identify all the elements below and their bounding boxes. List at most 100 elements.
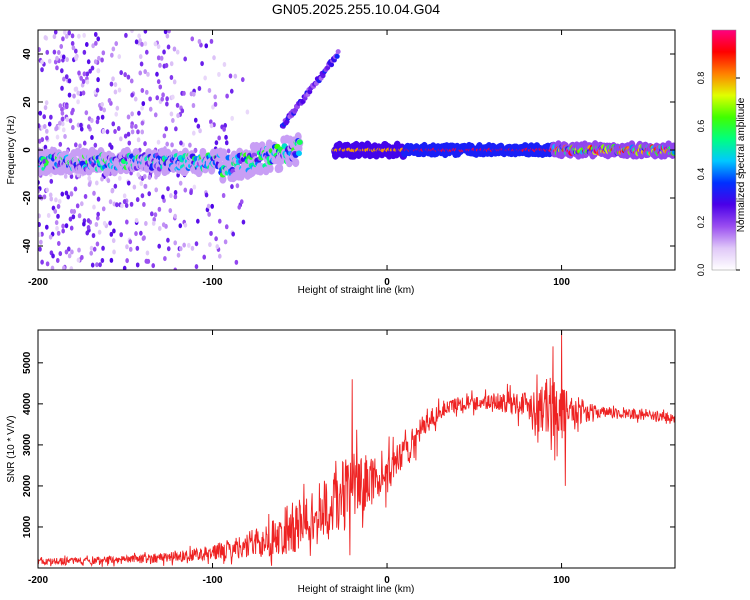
noise-blob [166, 44, 171, 50]
noise-blob [72, 208, 77, 214]
noise-blob [209, 38, 214, 44]
noise-blob [100, 101, 104, 107]
noise-blob [58, 103, 63, 109]
noise-blob [204, 43, 209, 49]
noise-blob [141, 101, 146, 107]
snr-ylabel: SNR (10 * V/V) [6, 415, 17, 482]
noise-blob [172, 79, 177, 85]
noise-blob [214, 236, 218, 242]
noise-blob [68, 118, 73, 124]
noise-blob [86, 224, 91, 230]
noise-blob [49, 178, 54, 184]
noise-blob [130, 129, 135, 135]
noise-blob [63, 173, 68, 179]
noise-blob [65, 57, 69, 63]
noise-blob [134, 217, 139, 223]
noise-blob [67, 30, 72, 36]
noise-blob [125, 244, 129, 250]
noise-blob [108, 199, 113, 205]
noise-blob [82, 221, 86, 227]
noise-blob [86, 218, 91, 224]
noise-blob [157, 243, 161, 249]
noise-blob [194, 241, 199, 247]
noise-blob [143, 183, 148, 189]
noise-blob [226, 148, 231, 154]
noise-blob [186, 242, 191, 248]
noise-blob [69, 208, 74, 214]
noise-blob [142, 202, 146, 208]
noise-blob [165, 141, 169, 147]
noise-blob [70, 33, 75, 39]
noise-blob [50, 265, 55, 270]
noise-blob [57, 120, 62, 126]
noise-blob [183, 222, 188, 228]
noise-blob [53, 30, 58, 35]
noise-blob [144, 220, 148, 226]
noise-blob [150, 211, 154, 217]
noise-blob [188, 142, 192, 148]
noise-blob [116, 126, 121, 132]
noise-blob [45, 49, 50, 55]
noise-blob [173, 190, 178, 196]
noise-blob [70, 41, 75, 47]
noise-blob [90, 134, 94, 140]
noise-blob [137, 33, 141, 39]
noise-blob [163, 30, 168, 35]
noise-blob [86, 124, 91, 130]
noise-blob [108, 142, 112, 148]
noise-blob [203, 75, 207, 81]
noise-blob [200, 61, 204, 67]
colorbar-ticks: 0.0 0.2 0.4 0.6 0.8 [696, 72, 740, 276]
noise-blob [144, 258, 149, 264]
noise-blob [206, 203, 211, 209]
noise-blob [129, 78, 134, 84]
noise-blob [183, 187, 188, 193]
noise-blob [144, 89, 149, 95]
noise-blob [93, 59, 98, 65]
spectrogram-y-tick-label: -20 [22, 190, 33, 205]
noise-blob [40, 59, 44, 65]
harmonic-blob [335, 49, 341, 55]
noise-blob [70, 249, 74, 255]
noise-blob [178, 246, 183, 252]
noise-blob [128, 246, 133, 252]
noise-blob [198, 128, 202, 134]
noise-blob [218, 253, 222, 259]
noise-blob [224, 134, 228, 140]
noise-blob [74, 55, 78, 61]
noise-blob [101, 245, 105, 251]
noise-blob [97, 55, 101, 61]
noise-blob [156, 139, 161, 145]
noise-blob [55, 55, 59, 61]
noise-blob [89, 250, 94, 256]
noise-blob [57, 50, 61, 56]
noise-blob [43, 105, 48, 111]
noise-blob [69, 266, 74, 270]
noise-blob [100, 57, 104, 63]
noise-blob [67, 78, 72, 84]
noise-blob [164, 126, 168, 132]
noise-blob [182, 242, 186, 248]
noise-blob [217, 218, 222, 224]
noise-blob [138, 38, 142, 44]
noise-blob [61, 223, 65, 229]
noise-blob [44, 224, 49, 230]
noise-blob [49, 196, 54, 202]
noise-blob [96, 36, 101, 42]
noise-blob [100, 257, 105, 263]
noise-blob [85, 230, 90, 236]
noise-blob [95, 119, 100, 125]
noise-blob [224, 224, 229, 230]
noise-blob [97, 229, 102, 235]
noise-blob [108, 220, 112, 226]
noise-blob [49, 114, 53, 120]
spectrogram-y-tick-label: 40 [22, 48, 33, 60]
noise-blob [93, 31, 98, 37]
noise-blob [65, 116, 69, 122]
noise-blob [136, 129, 140, 135]
noise-blob [115, 202, 119, 208]
noise-blob [153, 112, 158, 118]
noise-blob [173, 267, 178, 270]
noise-blob [217, 71, 221, 77]
